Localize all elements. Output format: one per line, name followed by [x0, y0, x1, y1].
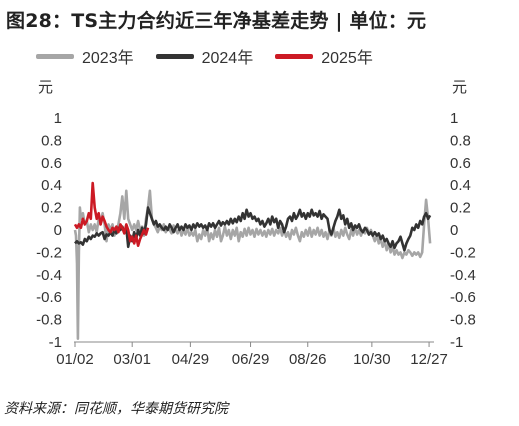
x-tick-label: 03/01	[113, 351, 151, 368]
y-tick-label-left: -0.4	[36, 267, 62, 284]
legend-label-2024: 2024年	[201, 50, 254, 67]
series-line-2023年	[73, 189, 432, 340]
y-tick-label-right: -1	[450, 334, 463, 351]
legend-label-2025: 2025年	[321, 50, 373, 67]
x-tick-label: 04/29	[172, 351, 210, 368]
legend-label-2023: 2023年	[82, 50, 134, 67]
y-tick-label-right: -0.6	[450, 289, 476, 306]
y-tick-label-left: 0.8	[41, 132, 62, 149]
legend-swatch-2023	[36, 53, 74, 59]
y-tick-label-right: -0.4	[450, 267, 476, 284]
x-tick-label: 01/02	[56, 351, 94, 368]
legend-item-2025: 2025年	[275, 44, 373, 68]
x-tick-label: 06/29	[232, 351, 270, 368]
series-line-2024年	[74, 206, 432, 252]
x-tick-label: 08/26	[289, 351, 327, 368]
y-tick-label-left: 1	[54, 110, 62, 127]
y-axis-unit-left: 元	[38, 79, 53, 96]
chart-title: 图28：TS主力合约近三年净基差走势 | 单位：元	[6, 10, 427, 32]
y-tick-label-left: -1	[49, 334, 62, 351]
y-tick-label-right: -0.8	[450, 312, 476, 329]
y-tick-label-right: 0.2	[450, 200, 471, 217]
series-line-2025年	[73, 181, 150, 247]
y-tick-label-right: 0.8	[450, 132, 471, 149]
x-tick-label: 12/27	[410, 351, 448, 368]
legend-item-2023: 2023年	[36, 44, 134, 68]
y-tick-label-right: 1	[450, 110, 458, 127]
y-axis-unit-right: 元	[452, 79, 467, 96]
legend-swatch-2025	[275, 53, 314, 59]
y-tick-label-left: 0.2	[41, 200, 62, 217]
y-tick-label-right: 0.6	[450, 155, 471, 172]
x-tick-label: 10/30	[353, 351, 391, 368]
y-tick-label-left: 0	[54, 222, 62, 239]
y-tick-label-left: -0.8	[36, 312, 62, 329]
y-tick-label-left: 0.4	[41, 177, 62, 194]
y-tick-label-right: 0	[450, 222, 458, 239]
y-tick-label-left: -0.2	[36, 244, 62, 261]
chart-legend: 2023年 2024年 2025年	[36, 44, 373, 68]
y-tick-label-right: 0.4	[450, 177, 471, 194]
legend-swatch-2024	[155, 53, 194, 59]
y-tick-label-left: -0.6	[36, 289, 62, 306]
source-note: 资料来源：同花顺，华泰期货研究院	[4, 401, 228, 417]
y-tick-label-right: -0.2	[450, 244, 476, 261]
y-tick-label-left: 0.6	[41, 155, 62, 172]
legend-item-2024: 2024年	[155, 44, 254, 68]
